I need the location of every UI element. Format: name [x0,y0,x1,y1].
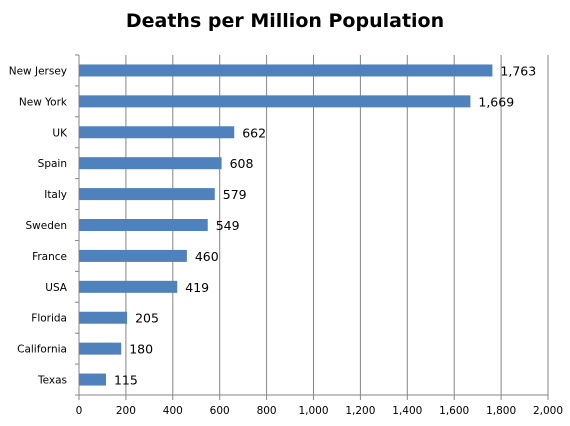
bar [79,373,106,386]
category-label: Italy [44,189,67,201]
x-tick-label: 600 [210,405,230,417]
bar [79,311,128,324]
x-tick-label: 1,600 [439,405,469,417]
data-label: 1,763 [500,63,536,78]
category-label: UK [52,127,68,139]
data-label: 180 [129,342,153,357]
bar [79,280,178,293]
category-label: Spain [38,158,67,170]
x-tick-label: 0 [76,405,83,417]
category-label: Texas [37,375,67,387]
bar [79,342,122,355]
data-label: 1,669 [478,94,514,109]
data-label: 662 [242,125,266,140]
bar [79,188,215,201]
category-label: New Jersey [9,65,67,77]
x-tick-label: 200 [116,405,136,417]
category-label: Florida [31,313,67,325]
x-tick-label: 1,400 [392,405,422,417]
bar [79,219,208,231]
data-label: 205 [135,311,159,326]
data-label: 419 [185,280,209,295]
category-label: Sweden [26,220,68,232]
data-label: 460 [195,249,219,264]
bar [79,95,471,108]
data-label: 115 [114,373,138,388]
category-label: France [32,251,67,263]
category-label: USA [45,282,68,294]
chart-title: Deaths per Million Population [125,10,445,32]
x-tick-label: 1,200 [345,405,375,417]
bar [79,64,493,77]
data-label: 579 [223,187,247,202]
x-tick-label: 1,000 [298,405,328,417]
bar [79,126,235,139]
x-tick-label: 1,800 [486,405,516,417]
data-label: 608 [230,156,254,171]
bar [79,249,187,262]
data-label: 549 [216,218,240,233]
category-label: California [17,344,67,356]
category-label: New York [19,96,68,108]
x-tick-label: 400 [163,405,183,417]
bar [79,157,222,170]
x-tick-label: 2,000 [533,405,563,417]
x-tick-label: 800 [257,405,277,417]
